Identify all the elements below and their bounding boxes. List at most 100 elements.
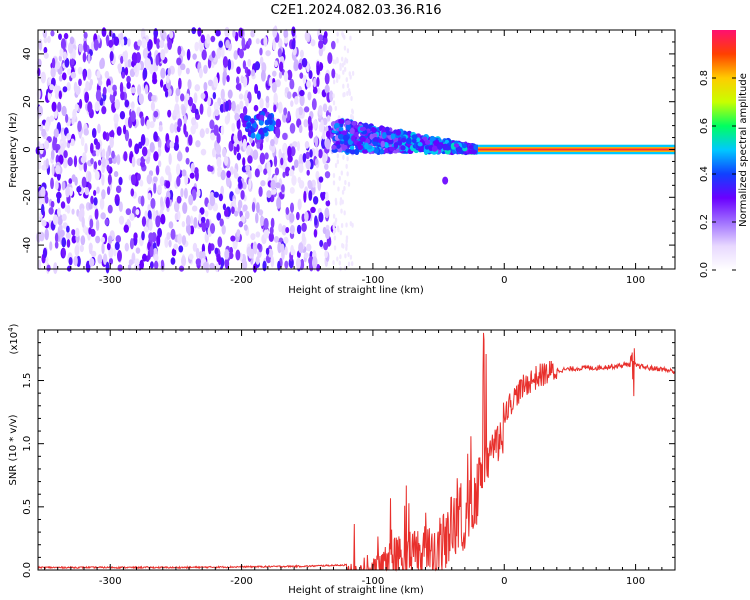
heatmap-cell <box>160 48 166 61</box>
heatmap-cell <box>141 230 145 241</box>
heatmap-cell <box>254 168 260 178</box>
heatmap-cell <box>318 47 324 57</box>
heatmap-cell <box>285 206 290 215</box>
heatmap-cell <box>153 253 159 263</box>
heatmap-cell <box>287 145 292 158</box>
heatmap-cell <box>259 98 264 109</box>
heatmap-cell <box>115 235 122 243</box>
heatmap-cell <box>236 66 241 75</box>
heatmap-cell <box>250 233 256 241</box>
heatmap-cell <box>141 146 148 157</box>
heatmap-cell <box>349 127 355 135</box>
heatmap-cell <box>141 253 147 262</box>
heatmap-cell <box>196 188 201 198</box>
heatmap-cell <box>303 190 307 203</box>
heatmap-cell <box>224 100 229 112</box>
heatmap-cell <box>146 174 153 185</box>
heatmap-cell <box>97 159 102 166</box>
heatmap-cell <box>237 199 243 209</box>
heatmap-cell <box>42 29 48 39</box>
heatmap-cell <box>188 253 194 260</box>
y-tick-label: 20 <box>22 95 33 108</box>
heatmap-cell <box>258 128 264 135</box>
heatmap-cell <box>199 128 205 139</box>
heatmap-cell <box>145 58 152 71</box>
heatmap-cell <box>242 60 247 70</box>
heatmap-cell <box>50 177 54 190</box>
heatmap-cell <box>195 247 200 259</box>
colorbar-label: Normalized spectral amplitude <box>738 73 749 227</box>
heatmap-cell <box>44 195 49 204</box>
heatmap-cell <box>299 89 305 97</box>
heatmap-cell <box>224 208 229 217</box>
heatmap-cell <box>177 233 183 245</box>
heatmap-cell <box>113 171 119 178</box>
heatmap-cell <box>106 186 111 196</box>
heatmap-cell <box>78 43 84 53</box>
heatmap-cell <box>114 99 121 110</box>
heatmap-cell <box>325 200 331 207</box>
heatmap-cell <box>109 137 114 149</box>
heatmap-cell <box>372 137 379 144</box>
heatmap-cell <box>280 243 285 253</box>
heatmap-cell <box>312 77 317 88</box>
heatmap-cell <box>150 101 156 112</box>
heatmap-cell <box>278 71 283 79</box>
heatmap-cell <box>133 41 139 50</box>
heatmap-cell <box>40 186 46 198</box>
x-tick-label: -300 <box>99 576 122 587</box>
heatmap-cell <box>155 54 160 66</box>
heatmap-cell <box>304 141 310 149</box>
heatmap-cell <box>333 235 337 241</box>
heatmap-cell <box>177 65 182 77</box>
heatmap-cell <box>303 106 310 113</box>
heatmap-cell <box>307 115 312 127</box>
heatmap-cell <box>174 213 178 221</box>
heatmap-cell <box>171 248 177 257</box>
heatmap-cell <box>147 192 152 201</box>
heatmap-cell <box>134 143 140 155</box>
heatmap-cell <box>236 144 240 153</box>
heatmap-cell <box>265 247 270 256</box>
heatmap-cell <box>227 58 232 71</box>
heatmap-cell <box>84 91 90 104</box>
heatmap-cell <box>150 198 156 209</box>
heatmap-cell <box>73 255 78 267</box>
heatmap-cell <box>95 219 100 232</box>
heatmap-cell <box>273 92 278 105</box>
heatmap-cell <box>213 76 219 88</box>
heatmap-cell <box>327 52 333 65</box>
heatmap-cell <box>289 78 295 90</box>
x-tick-label: 100 <box>626 576 645 587</box>
heatmap-cell <box>107 85 113 93</box>
heatmap-cell <box>101 148 106 158</box>
heatmap-cell <box>341 199 344 205</box>
heatmap-cell <box>188 194 194 206</box>
heatmap-cell <box>82 69 87 81</box>
colorbar-tick-label: 0.2 <box>699 214 710 230</box>
heatmap-cell <box>59 48 64 57</box>
heatmap-cell <box>320 192 325 201</box>
heatmap-cell <box>258 209 264 216</box>
heatmap-cell <box>310 206 316 214</box>
heatmap-cell <box>290 244 294 256</box>
heatmap-cell <box>141 216 147 227</box>
snr-y-label: SNR (10 * v/v) <box>8 414 19 485</box>
snr-plot-area <box>38 330 675 570</box>
heatmap-cell <box>298 62 303 70</box>
heatmap-cell <box>201 221 207 233</box>
heatmap-cell <box>185 67 190 75</box>
heatmap-cell <box>168 239 172 248</box>
heatmap-cell <box>190 124 196 135</box>
heatmap-cell <box>95 89 102 102</box>
heatmap-cell <box>256 141 261 149</box>
heatmap-cell <box>136 173 141 181</box>
heatmap-cell <box>118 215 125 225</box>
heatmap-cell <box>77 66 83 75</box>
heatmap-cell <box>265 50 271 57</box>
heatmap-cell <box>222 56 229 68</box>
heatmap-cell <box>124 66 129 76</box>
heatmap-cell <box>312 119 318 130</box>
heatmap-cell <box>342 69 345 75</box>
heatmap-cell <box>347 181 351 187</box>
